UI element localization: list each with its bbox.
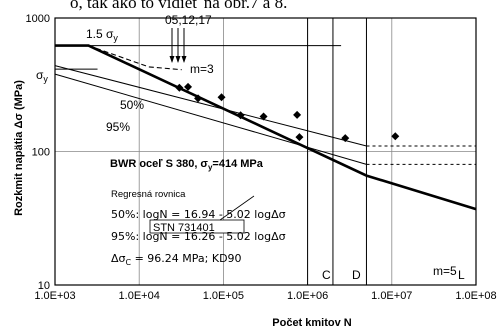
- vline-label-c: C: [322, 268, 331, 282]
- y-axis-label: Rozkmit napätia Δσ (MPa): [13, 80, 25, 216]
- data-point: [259, 112, 268, 121]
- data-point: [217, 93, 226, 102]
- specimen-arrow-head: [169, 56, 175, 63]
- x-axis-label: Počet kmitov N: [272, 317, 352, 329]
- specimen-arrows: [169, 28, 187, 63]
- x-tick-label: 1.0E+06: [287, 290, 328, 302]
- series-line-50-: [54, 65, 367, 147]
- vline-label-l: L: [458, 268, 465, 282]
- label-50-percent: 50%: [120, 98, 144, 112]
- data-point: [293, 110, 302, 119]
- regression-eq-50: 50%: logN = 16.94 - 5.02 logΔσ: [111, 208, 286, 221]
- annotation-1-5-sigma: 1.5 σy: [86, 27, 118, 43]
- annotation-slope-m5: m=5: [433, 264, 457, 278]
- data-point: [341, 134, 350, 143]
- specimen-arrow-head: [175, 56, 181, 63]
- annotation-specimens: 05;12;17: [165, 13, 212, 27]
- y-tick-label: 1000: [26, 13, 50, 25]
- data-point: [194, 94, 203, 103]
- x-tick-label: 1.0E+07: [371, 290, 412, 302]
- label-stn: STN 731401: [153, 222, 215, 234]
- x-tick-label: 1.0E+04: [119, 290, 160, 302]
- data-point: [236, 111, 245, 120]
- data-point: [391, 132, 400, 141]
- data-point: [175, 83, 184, 92]
- regression-eq-95: 95%: logN = 16.26 - 5.02 logΔσ: [111, 230, 286, 243]
- series-lines: [54, 44, 477, 211]
- clipped-header-text: ó, tak ako to vidieť na obr.7 a 8.: [70, 0, 287, 12]
- x-tick-label: 1.0E+03: [34, 290, 75, 302]
- series-line-kd90-design: [55, 44, 477, 211]
- y-tick-label: 10: [38, 280, 50, 292]
- plot-frame: [54, 17, 477, 286]
- regression-eq-c: ΔσC = 96.24 MPa; KD90: [111, 252, 242, 267]
- stn-label-box: [149, 219, 245, 234]
- axis-tick-labels: 1.0E+03 1.0E+04 1.0E+05 1.0E+06 1.0E+07 1.0E+…: [26, 13, 497, 302]
- x-tick-label: 1.0E+08: [455, 290, 496, 302]
- annotation-sigma-y: σy: [36, 68, 48, 84]
- stn-leader-line: [219, 195, 255, 221]
- y-tick-label: 100: [32, 147, 50, 159]
- regression-title: Regresná rovnica: [111, 189, 186, 200]
- category-vertical-lines: [307, 18, 367, 285]
- material-info: BWR oceľ S 380, σy=414 MPa: [110, 158, 264, 172]
- annotation-slope-m3: m=3: [190, 62, 214, 76]
- label-95-percent: 95%: [106, 120, 130, 134]
- data-point: [184, 82, 193, 91]
- series-line-95-: [54, 73, 367, 165]
- data-point: [295, 133, 304, 142]
- data-points: [175, 82, 400, 143]
- vline-label-d: D: [352, 268, 361, 282]
- x-tick-label: 1.0E+05: [203, 290, 244, 302]
- specimen-arrow-head: [181, 56, 187, 63]
